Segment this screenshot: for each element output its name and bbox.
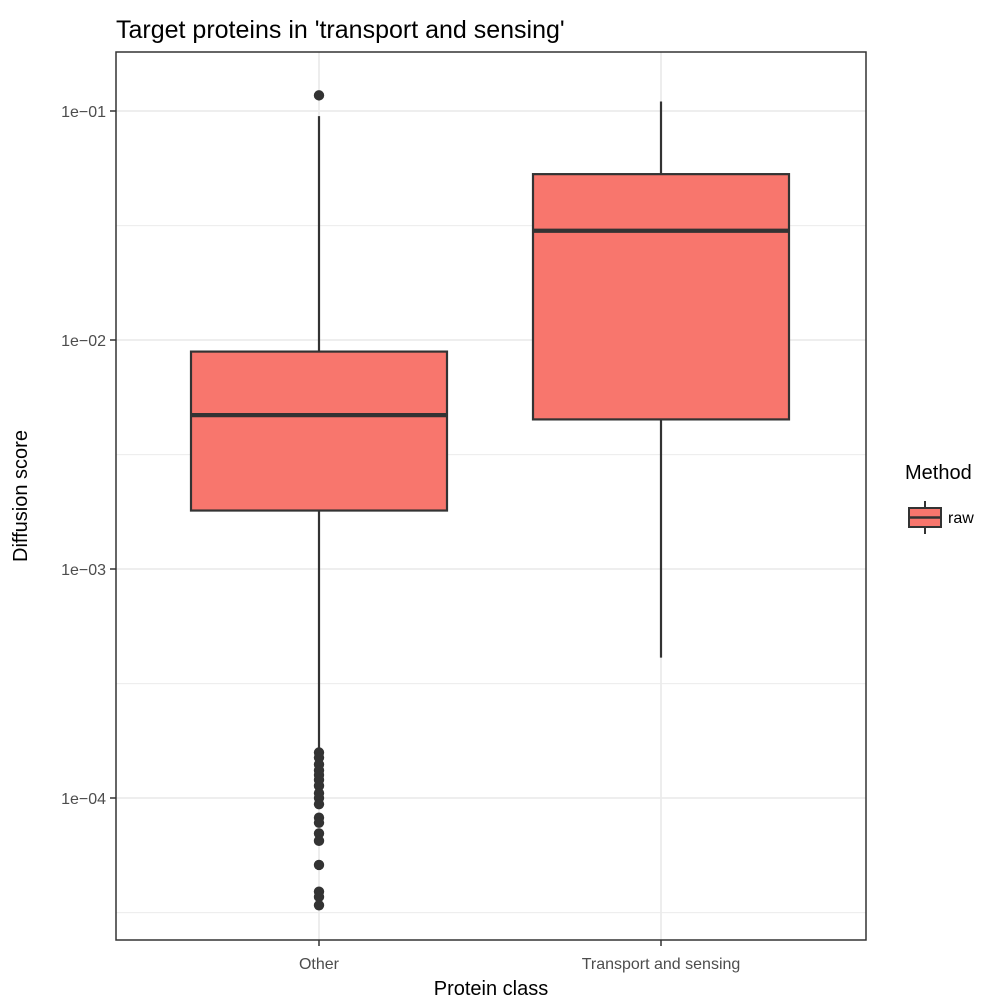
outlier-point-0-10 [313,798,325,810]
y-tick-label-0: 1e−04 [61,791,106,808]
iqr-box-1 [531,173,791,421]
outlier-point-0-12 [313,817,325,828]
outlier-point-0-7 [313,780,325,792]
legend-title: Method [905,462,972,484]
outlier-point-0-0 [313,90,325,101]
y-tick-label-2: 1e−02 [61,333,106,350]
box-1 [531,101,791,658]
box-series [189,90,791,911]
legend: Method raw [905,462,974,534]
outlier-point-0-13 [313,828,325,839]
y-tick-label-1: 1e−03 [61,562,106,579]
x-tick-label-0: Other [299,956,340,973]
y-axis-label: Diffusion score [10,430,32,562]
legend-key-raw [908,501,942,534]
x-tick-label-1: Transport and sensing [582,956,741,973]
outlier-point-0-18 [313,900,325,911]
y-tick-label-3: 1e−01 [61,104,106,121]
y-axis: 1e−04 1e−03 1e−02 1e−01 [61,104,116,808]
chart-title: Target proteins in 'transport and sensin… [116,16,565,44]
plot-panel-border [115,51,867,941]
x-axis: Other Transport and sensing [299,940,740,973]
legend-label-raw: raw [948,510,974,527]
iqr-box-0 [189,350,449,512]
outlier-point-0-17 [313,891,325,903]
outlier-point-0-15 [313,859,325,871]
outlier-point-0-14 [313,835,325,847]
x-axis-label: Protein class [434,978,549,1000]
box-0 [189,90,449,911]
